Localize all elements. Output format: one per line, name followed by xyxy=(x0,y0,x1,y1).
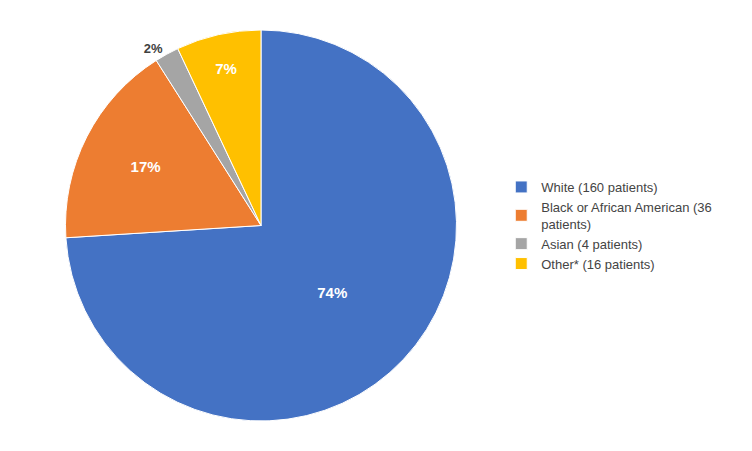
svg-text:Black or African American (36p: Black or African American (36patients) xyxy=(541,200,712,232)
svg-text:White (160 patients): White (160 patients) xyxy=(541,180,657,195)
svg-text:7%: 7% xyxy=(215,60,237,77)
svg-text:74%: 74% xyxy=(317,284,347,301)
svg-text:17%: 17% xyxy=(131,158,161,175)
svg-text:2%: 2% xyxy=(144,41,163,56)
svg-text:Asian (4 patients): Asian (4 patients) xyxy=(541,237,642,252)
svg-text:Other* (16 patients): Other* (16 patients) xyxy=(541,257,654,272)
